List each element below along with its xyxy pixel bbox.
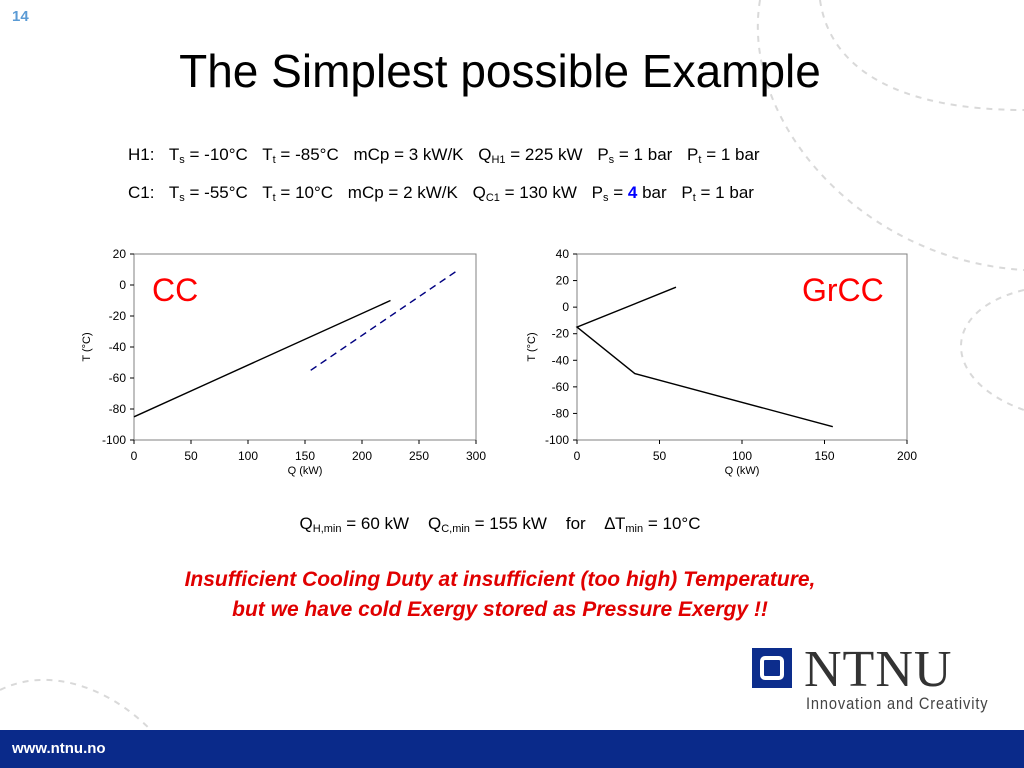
h1-mcp: mCp = 3 kW/K <box>353 145 464 164</box>
c1-pt: Pt = 1 bar <box>681 183 754 204</box>
h1-pt: Pt = 1 bar <box>687 145 760 166</box>
ntnu-logo-mark <box>752 648 792 688</box>
x-tick-label: 150 <box>814 449 834 463</box>
y-tick-label: -40 <box>552 353 570 367</box>
y-tick-label: -60 <box>109 371 127 385</box>
y-tick-label: -80 <box>552 406 570 420</box>
h1-tt: Tt = -85°C <box>262 145 339 166</box>
c1-ps: Ps = 4 bar <box>591 183 667 204</box>
y-tick-label: -20 <box>552 327 570 341</box>
x-tick-label: 100 <box>732 449 752 463</box>
x-axis-label: Q (kW) <box>288 465 323 477</box>
h1-q: QH1 = 225 kW <box>478 145 583 166</box>
conclusion-line-1: Insufficient Cooling Duty at insufficien… <box>184 568 816 591</box>
h1-ps: Ps = 1 bar <box>597 145 673 166</box>
h1-name: H1: <box>128 145 155 164</box>
x-tick-label: 200 <box>897 449 917 463</box>
y-tick-label: -100 <box>545 433 569 447</box>
y-tick-label: -60 <box>552 380 570 394</box>
x-tick-label: 100 <box>238 449 258 463</box>
y-tick-label: 20 <box>113 247 127 261</box>
ntnu-tagline: Innovation and Creativity <box>806 694 989 713</box>
x-tick-label: 150 <box>295 449 315 463</box>
x-tick-label: 0 <box>574 449 581 463</box>
h1-spec-line: H1: Ts = -10°C Tt = -85°C mCp = 3 kW/K Q… <box>128 145 760 166</box>
c1-spec-line: C1: Ts = -55°C Tt = 10°C mCp = 2 kW/K QC… <box>128 183 754 204</box>
series-line-2 <box>310 268 460 371</box>
series-line-1 <box>133 299 391 418</box>
x-tick-label: 50 <box>184 449 198 463</box>
y-tick-label: 20 <box>556 274 570 288</box>
footer-url-link[interactable]: www.ntnu.no <box>12 740 106 757</box>
c1-tt: Tt = 10°C <box>262 183 334 204</box>
x-tick-label: 0 <box>131 449 138 463</box>
series-line-1 <box>575 286 833 428</box>
h1-ts: Ts = -10°C <box>168 145 248 166</box>
x-tick-label: 300 <box>466 449 486 463</box>
y-tick-label: -40 <box>109 340 127 354</box>
slide-title: The Simplest possible Example <box>179 45 821 97</box>
c1-name: C1: <box>128 183 155 202</box>
c1-q: QC1 = 130 kW <box>472 183 577 204</box>
qh-min: QH,min = 60 kW <box>299 514 410 535</box>
y-tick-label: 0 <box>119 278 126 292</box>
x-tick-label: 250 <box>409 449 429 463</box>
c1-ts: Ts = -55°C <box>168 183 248 204</box>
grcc-chart-label: GrCC <box>802 272 884 308</box>
footer-bar: www.ntnu.no <box>0 730 1024 768</box>
x-tick-label: 50 <box>653 449 667 463</box>
x-axis-label: Q (kW) <box>725 465 760 477</box>
x-tick-label: 200 <box>352 449 372 463</box>
slide-number: 14 <box>12 8 29 25</box>
conclusion-line-2: but we have cold Exergy stored as Pressu… <box>232 598 768 621</box>
y-tick-label: -80 <box>109 402 127 416</box>
c1-mcp: mCp = 2 kW/K <box>347 183 458 202</box>
minimum-utility-results: QH,min = 60 kW QC,min = 155 kW for ∆Tmin… <box>0 514 1000 535</box>
for-text: for <box>565 514 586 533</box>
y-axis-label: T (°C) <box>526 332 538 361</box>
y-tick-label: -20 <box>109 309 127 323</box>
y-tick-label: -100 <box>102 433 126 447</box>
y-tick-label: 0 <box>562 300 569 314</box>
y-axis-label: T (°C) <box>81 332 93 361</box>
dt-min: ∆Tmin = 10°C <box>604 514 701 535</box>
ntnu-logo-text: NTNU <box>804 641 953 698</box>
qc-min: QC,min = 155 kW <box>427 514 547 535</box>
cc-chart-label: CC <box>152 272 199 308</box>
y-tick-label: 40 <box>556 247 570 261</box>
